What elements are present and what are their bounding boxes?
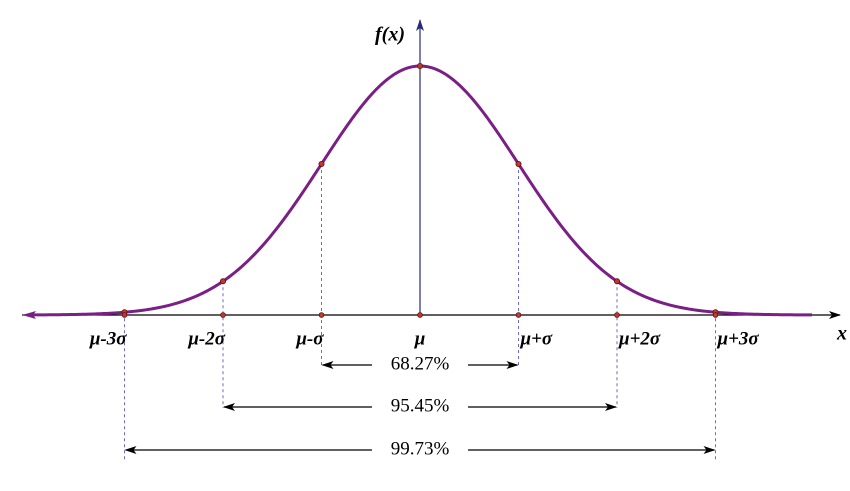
density-curve (29, 64, 813, 317)
axis-point (121, 312, 128, 318)
tick-label: μ-3σ (89, 328, 127, 349)
tick-label: μ (414, 328, 426, 349)
axis-point (220, 312, 226, 318)
interval-label: 95.45% (391, 395, 450, 416)
point (219, 278, 226, 285)
interval-label: 68.27% (391, 353, 450, 374)
curve-arrow (22, 311, 36, 319)
point (416, 63, 423, 70)
tick-label: μ+3σ (717, 328, 760, 349)
tick-label: μ-2σ (187, 328, 225, 349)
axis-point (417, 312, 423, 318)
dynamic-layer: μ-3σ μ-2σ μ-σ μ μ+σ μ+2σ μ+3σ 68.27% 95.45% 99.73… (22, 63, 813, 462)
tick-label: μ+σ (520, 328, 553, 349)
axis-point (515, 312, 522, 318)
y-axis-label: f(x) (375, 24, 405, 46)
point (318, 160, 325, 167)
interval-label: 99.73% (391, 438, 450, 459)
axis-point (318, 312, 325, 318)
point (515, 160, 522, 167)
point (614, 278, 621, 285)
axis-point (712, 312, 719, 318)
x-axis-label: x (836, 323, 847, 345)
tick-label: μ+2σ (618, 328, 661, 349)
axis-point (614, 312, 620, 318)
tick-label: μ-σ (295, 328, 324, 349)
